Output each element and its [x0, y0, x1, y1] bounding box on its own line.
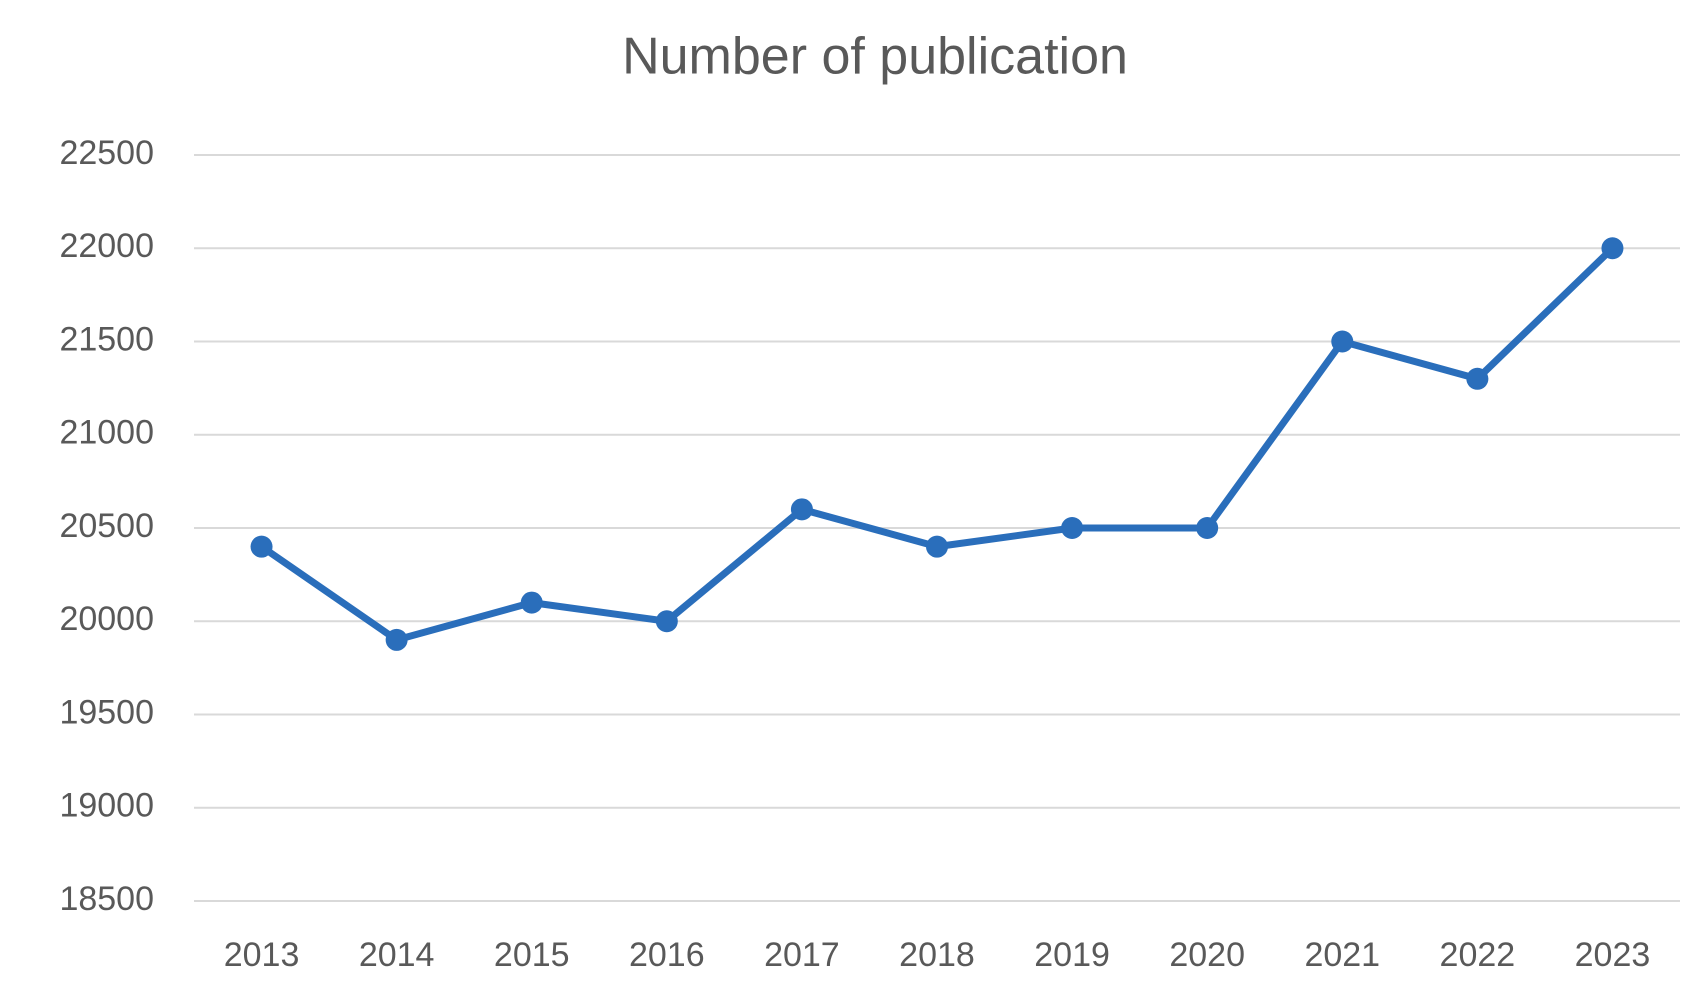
x-tick-label: 2013 [224, 936, 300, 974]
y-tick-label: 19500 [59, 693, 154, 731]
data-point [1466, 367, 1489, 390]
x-tick-label: 2018 [899, 936, 975, 974]
data-line [259, 245, 1615, 644]
data-point [926, 535, 948, 558]
data-point [385, 628, 408, 651]
x-tick-label: 2015 [494, 936, 570, 974]
y-tick-label: 20000 [59, 600, 154, 638]
data-point [250, 535, 273, 558]
x-tick-label: 2014 [359, 936, 435, 974]
data-point [1331, 330, 1354, 353]
x-tick-label: 2019 [1034, 936, 1110, 974]
y-tick-label: 20500 [59, 507, 154, 545]
x-tick-label: 2016 [629, 936, 705, 974]
data-point [1196, 517, 1219, 539]
y-tick-label: 21000 [59, 414, 154, 452]
y-tick-label: 22500 [59, 134, 154, 172]
x-tick-label: 2017 [764, 936, 840, 974]
x-tick-label: 2021 [1304, 936, 1380, 974]
x-tick-label: 2020 [1169, 936, 1245, 974]
data-point [1601, 237, 1624, 260]
data-point [520, 591, 543, 614]
y-tick-label: 21500 [59, 320, 154, 358]
data-point [790, 498, 813, 521]
x-tick-label: 2022 [1440, 936, 1516, 974]
data-point [1061, 517, 1084, 539]
chart-title: Number of publication [622, 28, 1128, 86]
y-tick-label: 18500 [59, 880, 154, 918]
y-tick-label: 19000 [59, 787, 154, 825]
y-tick-label: 22000 [59, 227, 154, 265]
x-tick-label: 2023 [1575, 936, 1651, 974]
data-point [655, 610, 678, 633]
